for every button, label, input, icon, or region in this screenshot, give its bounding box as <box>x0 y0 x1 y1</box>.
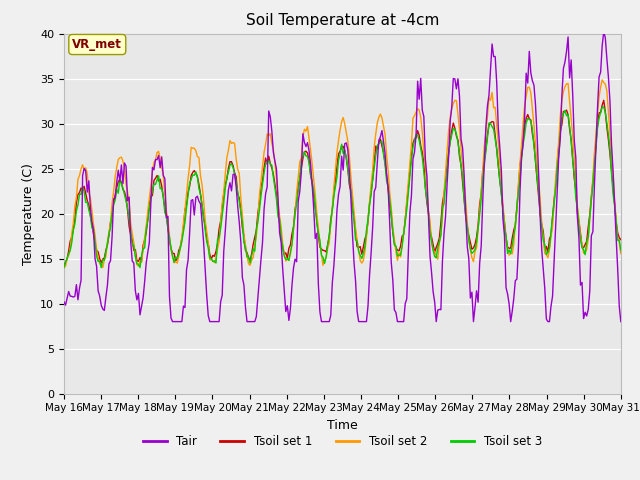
Y-axis label: Temperature (C): Temperature (C) <box>22 163 35 264</box>
Title: Soil Temperature at -4cm: Soil Temperature at -4cm <box>246 13 439 28</box>
X-axis label: Time: Time <box>327 419 358 432</box>
Text: VR_met: VR_met <box>72 38 122 51</box>
Legend: Tair, Tsoil set 1, Tsoil set 2, Tsoil set 3: Tair, Tsoil set 1, Tsoil set 2, Tsoil se… <box>138 430 547 453</box>
